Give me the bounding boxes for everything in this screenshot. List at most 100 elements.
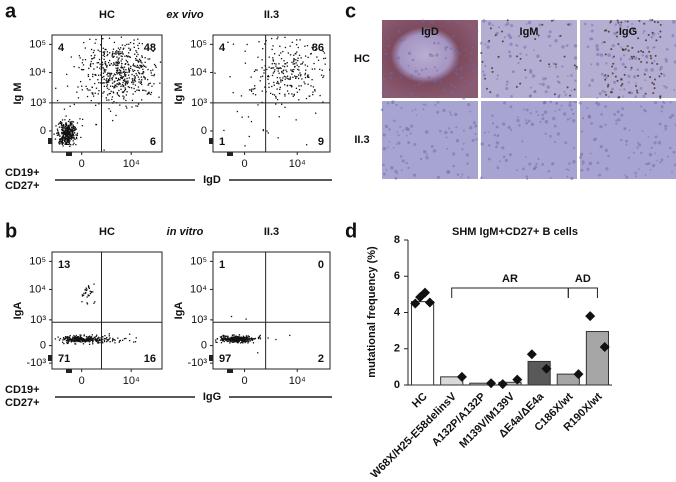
event-dot <box>238 340 240 343</box>
cell <box>573 44 578 48</box>
event-dot <box>122 85 124 88</box>
stained-cell <box>659 35 662 38</box>
event-dot <box>225 335 227 337</box>
cell <box>604 123 607 127</box>
event-dot <box>245 338 247 341</box>
event-dot <box>316 56 318 58</box>
event-dot <box>87 89 89 91</box>
event-dot <box>102 92 104 94</box>
event-dot <box>62 131 64 134</box>
event-dot <box>284 93 286 96</box>
event-dot <box>89 78 91 81</box>
chart-title: SHM IgM+CD27+ B cells <box>452 226 578 238</box>
event-dot <box>241 338 244 341</box>
y-tick-label: 10⁴ <box>29 66 46 78</box>
cell <box>429 53 433 57</box>
event-dot <box>301 63 304 65</box>
event-dot <box>103 68 105 71</box>
event-dot <box>253 88 255 90</box>
stained-cell <box>621 48 624 51</box>
stained-cell <box>630 55 633 58</box>
event-dot <box>72 126 74 128</box>
event-dot <box>237 338 240 340</box>
stained-cell <box>655 39 658 42</box>
event-dot <box>129 41 132 44</box>
event-dot <box>101 67 103 69</box>
event-dot <box>109 79 111 81</box>
row-header: II.3 <box>354 134 369 146</box>
event-dot <box>89 336 91 338</box>
stained-cell <box>524 68 527 71</box>
event-dot <box>69 132 71 135</box>
event-dot <box>108 335 110 337</box>
stained-cell <box>651 31 654 34</box>
event-dot <box>69 125 71 127</box>
event-dot <box>134 65 136 67</box>
event-dot <box>314 68 316 70</box>
event-dot <box>76 132 79 134</box>
cell <box>636 68 640 71</box>
cell <box>533 90 537 94</box>
event-dot <box>296 39 298 41</box>
event-dot <box>92 75 94 78</box>
cell <box>607 154 610 158</box>
event-dot <box>65 133 67 135</box>
event-dot <box>314 89 316 91</box>
event-dot <box>72 131 74 133</box>
event-dot <box>307 56 309 59</box>
plot-frame <box>212 34 331 153</box>
event-dot <box>103 55 106 58</box>
stained-cell <box>620 78 623 81</box>
stained-cell <box>567 23 570 26</box>
event-dot <box>74 126 76 129</box>
cell <box>566 175 569 178</box>
cell <box>657 140 662 145</box>
event-dot <box>112 92 115 94</box>
event-dot <box>132 70 134 73</box>
event-dot <box>138 72 141 75</box>
tissue <box>580 20 676 98</box>
event-dot <box>96 334 98 336</box>
event-dot <box>301 78 303 80</box>
event-dot <box>98 90 100 92</box>
cell <box>549 100 553 104</box>
event-dot <box>106 74 108 76</box>
event-dot <box>241 341 243 343</box>
event-dot <box>95 87 98 89</box>
event-dot <box>296 76 298 78</box>
x-tick-label: 0 <box>242 375 248 387</box>
event-dot <box>119 53 122 55</box>
event-dot <box>62 142 65 144</box>
event-dot <box>117 51 119 53</box>
event-dot <box>53 133 55 135</box>
event-dot <box>124 55 126 57</box>
cell <box>397 29 401 33</box>
event-dot <box>100 72 103 74</box>
cell <box>383 172 386 176</box>
cell <box>401 129 404 132</box>
event-dot <box>123 98 125 100</box>
event-dot <box>66 134 68 137</box>
event-dot <box>80 339 83 341</box>
event-dot <box>127 63 130 65</box>
event-dot <box>60 138 62 140</box>
event-dot <box>147 68 149 71</box>
cell <box>469 110 472 113</box>
cell <box>644 174 647 176</box>
data-point <box>512 374 523 385</box>
gate-label: CD27+ <box>5 180 40 192</box>
event-dot <box>295 119 297 121</box>
event-dot <box>223 129 225 132</box>
event-dot <box>64 132 67 135</box>
event-dot <box>262 129 265 132</box>
event-dot <box>70 138 73 140</box>
stained-cell <box>620 84 623 87</box>
cell <box>442 74 446 78</box>
event-dot <box>137 38 139 40</box>
event-dot <box>112 64 114 66</box>
event-dot <box>119 339 122 342</box>
event-dot <box>117 77 120 80</box>
event-dot <box>276 82 278 84</box>
cell <box>664 59 668 63</box>
cell <box>400 107 403 110</box>
